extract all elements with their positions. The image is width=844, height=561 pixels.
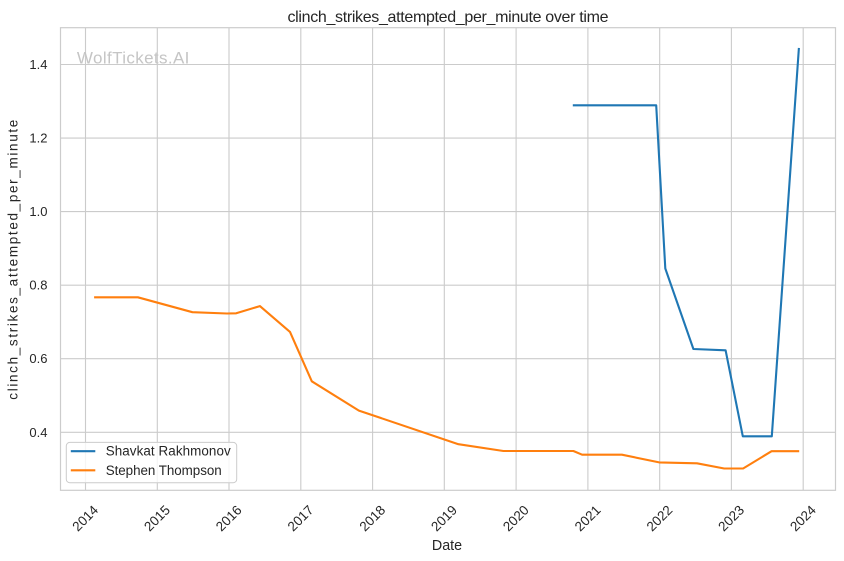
svg-text:Stephen Thompson: Stephen Thompson bbox=[106, 463, 222, 478]
svg-text:WolfTickets.AI: WolfTickets.AI bbox=[77, 48, 189, 67]
svg-text:1.4: 1.4 bbox=[29, 57, 47, 72]
svg-text:Date: Date bbox=[432, 538, 462, 554]
svg-text:0.6: 0.6 bbox=[29, 351, 47, 366]
svg-text:clinch_strikes_attempted_per_m: clinch_strikes_attempted_per_minute bbox=[6, 120, 21, 400]
svg-text:1.0: 1.0 bbox=[29, 204, 47, 219]
svg-text:clinch_strikes_attempted_per_m: clinch_strikes_attempted_per_minute over… bbox=[288, 9, 609, 26]
svg-text:1.2: 1.2 bbox=[29, 131, 47, 146]
svg-text:Shavkat Rakhmonov: Shavkat Rakhmonov bbox=[106, 444, 231, 459]
svg-text:0.8: 0.8 bbox=[29, 278, 47, 293]
svg-text:0.4: 0.4 bbox=[29, 425, 47, 440]
